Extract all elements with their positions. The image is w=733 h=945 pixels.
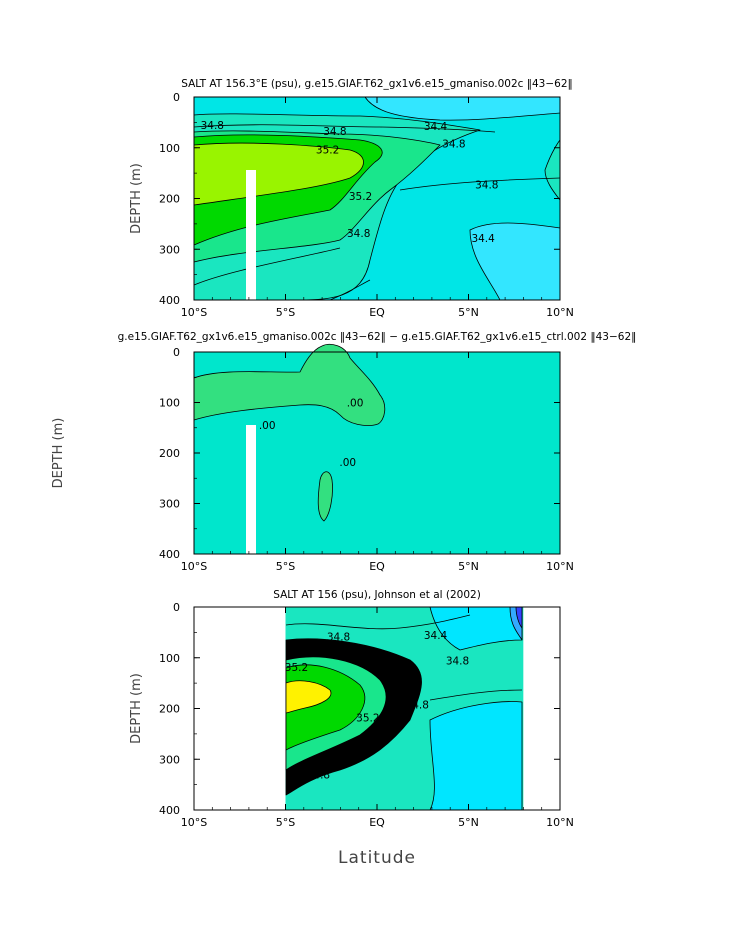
panel-3-field: 34.8 34.4 35.2 34.8 35.2 34.8 34.8	[194, 606, 560, 811]
y-tick-label: 200	[159, 447, 180, 460]
region-34.4-top	[364, 96, 561, 121]
y-tick-label: 100	[159, 397, 180, 410]
contour-line	[285, 754, 341, 781]
x-tick-label: 5°N	[458, 816, 479, 829]
region-34.4-deep	[429, 701, 523, 811]
x-tick-label: 5°N	[458, 306, 479, 319]
land-mask	[246, 170, 256, 300]
x-tick-label: EQ	[369, 560, 385, 573]
y-axis-label: DEPTH (m)	[129, 163, 144, 234]
land-mask	[246, 425, 256, 554]
chart-title: g.e15.GIAF.T62_gx1v6.e15_gmaniso.002c ‖4…	[118, 331, 637, 343]
contour-line	[329, 279, 371, 301]
y-tick-label: 0	[173, 91, 180, 104]
region-35.4	[193, 142, 364, 206]
y-tick-label: 300	[159, 243, 180, 256]
contour-label: 34.8	[406, 699, 429, 711]
no-data-right	[523, 607, 560, 810]
contour-line	[429, 689, 523, 701]
y-tick-label: 400	[159, 548, 180, 561]
chart-title: SALT AT 156 (psu), Johnson et al (2002)	[273, 589, 481, 601]
contour-label: .00	[339, 457, 356, 469]
x-tick-label: 5°S	[276, 306, 295, 319]
y-tick-label: 0	[173, 601, 180, 614]
x-axis-label: Latitude	[338, 848, 416, 868]
region-35.6	[285, 680, 332, 714]
y-axis-label: DEPTH (m)	[51, 418, 66, 489]
contour-label: 35.2	[316, 144, 339, 156]
contour-label: 34.4	[471, 233, 495, 245]
y-tick-label: 0	[173, 346, 180, 359]
contour-label: 34.8	[323, 126, 346, 138]
contour-label: 35.2	[285, 662, 308, 674]
x-tick-label: 5°S	[276, 560, 295, 573]
x-tick-label: 5°S	[276, 816, 295, 829]
contour-label: 34.8	[307, 769, 330, 781]
region-34.4-top	[429, 606, 523, 651]
contour-label: 34.8	[347, 228, 370, 240]
chart-title: SALT AT 156.3°E (psu), g.e15.GIAF.T62_gx…	[181, 78, 573, 90]
panel-2-field: .00 .00 .00	[193, 343, 560, 554]
contour-label: 34.4	[424, 630, 448, 642]
contour-label: 34.8	[442, 139, 465, 151]
panel-2-axes: 10°S 5°S EQ 5°N 10°N 0 100 200 300 400 g.e15.GIAF.…	[51, 331, 636, 573]
contour-line	[285, 614, 471, 630]
region-positive	[193, 343, 386, 426]
y-axis-label: DEPTH (m)	[129, 673, 144, 744]
no-data-left	[194, 607, 286, 810]
contour-label: 35.2	[349, 191, 372, 203]
panel-1-field: 34.8 34.8 34.4 35.2 34.8 34.8 35.2 34.8 34.4	[193, 96, 561, 301]
y-tick-label: 200	[159, 703, 180, 716]
panel-1-axes: 10°S 5°S EQ 5°N 10°N 0 100 200 300 400 SALT AT 156…	[129, 78, 574, 319]
y-tick-label: 300	[159, 498, 180, 511]
contour-label: 34.4	[424, 121, 448, 133]
contour-label: 34.8	[327, 631, 350, 643]
contour-label: .00	[259, 420, 276, 432]
y-tick-label: 100	[159, 652, 180, 665]
x-tick-label: 10°N	[546, 306, 574, 319]
region-positive-small	[317, 471, 333, 522]
contour-label: 34.8	[446, 655, 469, 667]
contour-line	[193, 247, 341, 286]
panel-3-axes: 10°S 5°S EQ 5°N 10°N 0 100 200 300 400 SALT AT 156…	[129, 589, 574, 868]
x-tick-label: 10°S	[181, 816, 207, 829]
contour-line	[399, 177, 561, 191]
y-tick-label: 400	[159, 294, 180, 307]
x-tick-label: 10°N	[546, 560, 574, 573]
y-tick-label: 300	[159, 753, 180, 766]
contour-label: .00	[347, 398, 364, 410]
contour-line	[285, 647, 341, 651]
x-tick-label: 10°S	[181, 306, 207, 319]
contour-label: 34.8	[201, 120, 224, 132]
x-tick-label: 5°N	[458, 560, 479, 573]
contour-label: 34.8	[475, 179, 498, 191]
region-33.6	[515, 606, 523, 629]
contour-label: 35.2	[356, 713, 379, 725]
y-tick-label: 400	[159, 804, 180, 817]
y-tick-label: 200	[159, 193, 180, 206]
x-tick-label: EQ	[369, 306, 385, 319]
x-tick-label: EQ	[369, 816, 385, 829]
y-tick-label: 100	[159, 142, 180, 155]
contour-line	[193, 124, 496, 133]
x-tick-label: 10°S	[181, 560, 207, 573]
x-tick-label: 10°N	[546, 816, 574, 829]
